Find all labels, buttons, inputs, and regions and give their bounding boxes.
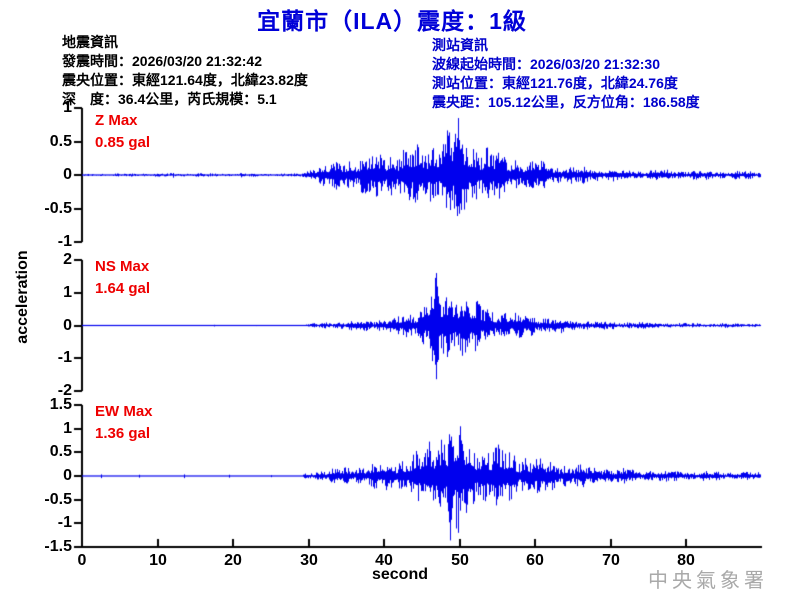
channel-max-value-ew: 1.36 gal <box>95 425 151 442</box>
ytick-label: 0 <box>63 166 72 183</box>
xtick-label: 70 <box>602 552 620 569</box>
earthquake-info: 地震資訊 發震時間：2026/03/20 21:32:42 震央位置：東經121… <box>62 33 308 109</box>
depth-magnitude: 深 度：36.4公里，芮氏規模：5.1 <box>62 91 277 107</box>
station-location: 測站位置：東經121.76度，北緯24.76度 <box>432 75 678 91</box>
ytick-label: 1 <box>63 420 72 437</box>
ytick-label: 2 <box>63 251 72 268</box>
channel-max-label-ew: EW Max 1.36 gal <box>95 401 153 445</box>
ytick-label: 1 <box>63 99 72 116</box>
ytick-label: 1.5 <box>49 396 72 413</box>
xtick-label: 20 <box>224 552 242 569</box>
channel-name-z: Z Max <box>95 112 138 129</box>
ytick-label: -0.5 <box>44 491 72 508</box>
watermark: 中央氣象署 <box>648 570 768 592</box>
xtick-label: 40 <box>375 552 393 569</box>
waveform-start-time: 波線起始時間：2026/03/20 21:32:30 <box>432 56 660 72</box>
ytick-label: 0 <box>63 317 72 334</box>
earthquake-info-heading: 地震資訊 <box>62 34 118 50</box>
ytick-label: -0.5 <box>44 200 72 217</box>
ytick-label: -1 <box>57 233 72 250</box>
channel-max-label-z: Z Max 0.85 gal <box>95 110 150 154</box>
xtick-label: 30 <box>300 552 318 569</box>
channel-max-label-ns: NS Max 1.64 gal <box>95 256 150 300</box>
ytick-label: 0.5 <box>49 133 72 150</box>
ytick-label: 0 <box>63 467 72 484</box>
ytick-label: -1 <box>57 349 72 366</box>
epicentral-distance: 震央距：105.12公里，反方位角：186.58度 <box>432 94 700 110</box>
channel-max-value-z: 0.85 gal <box>95 134 151 151</box>
station-info: 測站資訊 波線起始時間：2026/03/20 21:32:30 測站位置：東經1… <box>432 36 700 112</box>
x-axis-title: second <box>371 566 428 583</box>
ytick-label: -1.5 <box>44 538 72 555</box>
station-info-heading: 測站資訊 <box>432 37 488 53</box>
channel-name-ns: NS Max <box>95 258 150 275</box>
channel-name-ew: EW Max <box>95 403 153 420</box>
xtick-label: 60 <box>526 552 544 569</box>
origin-time: 發震時間：2026/03/20 21:32:42 <box>62 53 262 69</box>
ytick-label: -2 <box>57 382 72 399</box>
ytick-label: 0.5 <box>49 443 72 460</box>
ytick-label: -1 <box>57 514 72 531</box>
xtick-label: 80 <box>677 552 695 569</box>
xtick-label: 0 <box>77 552 87 569</box>
page-title: 宜蘭市（ILA）震度：1級 <box>257 8 527 34</box>
xtick-label: 50 <box>451 552 469 569</box>
ytick-label: 1 <box>63 284 72 301</box>
xtick-label: 10 <box>149 552 167 569</box>
channel-max-value-ns: 1.64 gal <box>95 280 151 297</box>
epicenter-location: 震央位置：東經121.64度，北緯23.82度 <box>62 72 308 88</box>
